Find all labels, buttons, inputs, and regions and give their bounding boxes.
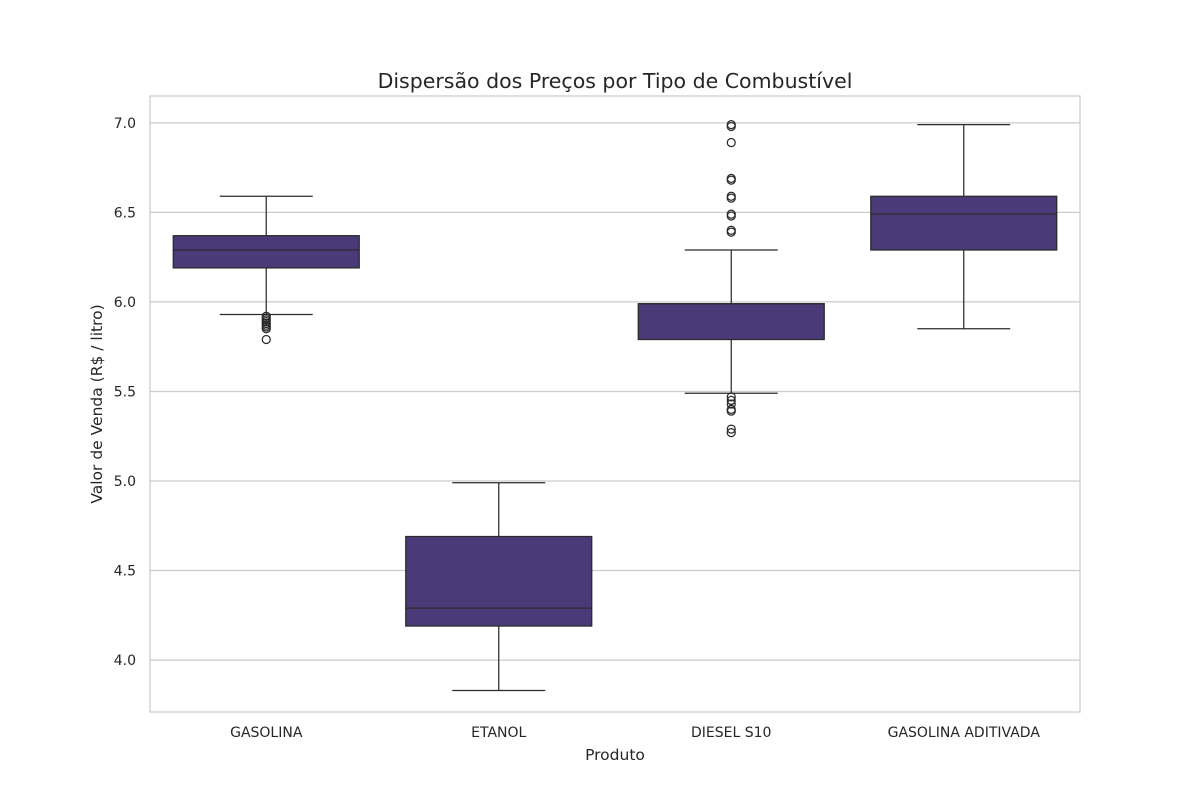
outlier-point [726,395,736,406]
box-group [870,124,1058,330]
x-tick-label: GASOLINA ADITIVADA [888,725,1041,741]
outlier-point [261,311,271,321]
y-tick-label: 5.5 [114,384,136,400]
y-tick-label: 5.0 [114,474,136,490]
x-tick-label: DIESEL S10 [691,725,771,741]
tick-layer: 4.0 4.5 5.0 5.5 6.0 6.5 7.0 GASOLINA ETANOL DIESE… [114,116,1041,741]
box-group [172,195,360,345]
x-axis-label: Produto [585,746,645,764]
grid-layer [150,122,1080,661]
iqr-box [405,535,593,627]
y-tick-label: 4.0 [114,653,136,669]
x-tick-label: ETANOL [471,725,526,741]
box-group [637,120,825,438]
box-group [405,482,593,692]
plot-frame [149,95,1081,713]
outlier-point [726,173,736,183]
iqr-box [637,303,825,341]
outlier-point [726,120,736,130]
outlier-point [726,209,736,219]
outlier-point [726,137,736,148]
outlier-point [726,428,736,438]
box-layer [172,120,1058,692]
y-axis-label: Valor de Venda (R$ / litro) [88,304,106,503]
outlier-point [726,191,736,201]
outlier-point [261,334,271,345]
outlier-point [726,225,736,235]
y-tick-label: 6.0 [114,295,136,311]
iqr-box [870,195,1058,251]
y-tick-label: 4.5 [114,564,136,580]
x-tick-label: GASOLINA [230,725,303,741]
iqr-box [172,235,360,269]
outlier-point [726,392,736,402]
outlier-point [726,404,736,414]
y-tick-label: 6.5 [114,205,136,221]
outlier-point [726,399,736,409]
outlier-point [726,424,736,434]
y-tick-label: 7.0 [114,116,136,132]
chart-title: Dispersão dos Preços por Tipo de Combust… [378,69,853,93]
